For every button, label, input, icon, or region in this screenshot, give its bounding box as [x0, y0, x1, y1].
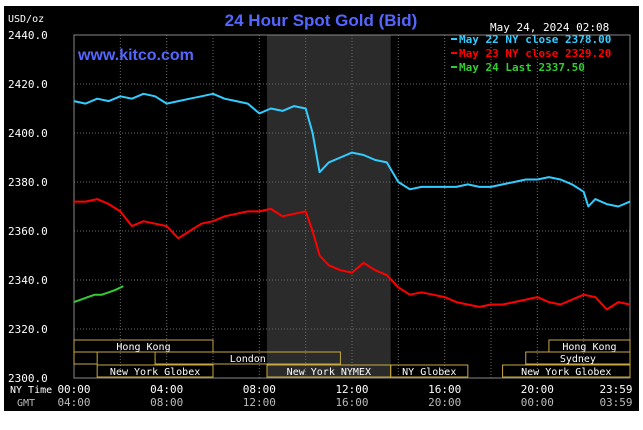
- session-label: NY Globex: [402, 367, 456, 378]
- series-line-2: [74, 198, 631, 311]
- legend-entry: May 22 NY close 2378.00: [459, 33, 611, 46]
- gmt-row-label: GMT: [17, 398, 35, 409]
- y-tick-label: 2360.0: [8, 225, 48, 238]
- session-box: [525, 351, 631, 365]
- session-label: Hong Kong: [116, 342, 170, 353]
- y-tick-label: 2440.0: [8, 29, 48, 42]
- legend-entry: May 24 Last 2337.50: [459, 61, 585, 74]
- x-tick-label-gmt: 00:00: [521, 396, 554, 409]
- series-line-3: [73, 285, 124, 304]
- series-lines: [73, 92, 631, 311]
- x-tick-label-gmt: 03:59: [599, 396, 632, 409]
- x-tick-label-ny: 23:59: [599, 383, 632, 396]
- x-axis: NY TimeGMT00:0004:0004:0008:0008:0012:00…: [10, 383, 633, 409]
- y-tick-label: 2400.0: [8, 127, 48, 140]
- market-sessions: Hong Kong London New York Globex New York N…: [73, 339, 631, 378]
- session-box: [96, 364, 214, 378]
- y-axis: 2440.0 2420.0 2400.0 2380.0 2360.0 2340.0 2320…: [8, 29, 48, 385]
- brand-watermark: www.kitco.com: [77, 47, 194, 64]
- session-label: Hong Kong: [562, 342, 616, 353]
- nymex-session-shade: [266, 35, 391, 378]
- x-tick-label-gmt: 20:00: [428, 396, 461, 409]
- y-tick-label: 2380.0: [8, 176, 48, 189]
- y-tick-label: 2300.0: [8, 372, 48, 385]
- x-tick-label-ny: 08:00: [243, 383, 276, 396]
- ny-time-row-label: NY Time: [10, 385, 52, 396]
- series-line-1: [73, 92, 631, 208]
- date-stamp: May 24, 2024 02:08: [490, 21, 609, 34]
- x-tick-label-ny: 16:00: [428, 383, 461, 396]
- session-box: [154, 351, 341, 365]
- unit-label: USD/oz: [8, 14, 44, 25]
- x-tick-label-gmt: 08:00: [150, 396, 183, 409]
- y-tick-label: 2340.0: [8, 274, 48, 287]
- x-tick-label-ny: 04:00: [150, 383, 183, 396]
- plot-border: [73, 34, 631, 379]
- session-box: [73, 339, 214, 353]
- session-label: New York Globex: [110, 367, 200, 378]
- x-tick-label-ny: 20:00: [521, 383, 554, 396]
- session-label: Sydney: [560, 354, 596, 365]
- session-box: [73, 351, 98, 365]
- x-tick-label-gmt: 12:00: [243, 396, 276, 409]
- legend-entry: May 23 NY close 2329.20: [459, 47, 611, 60]
- session-box: [390, 364, 469, 378]
- session-label: New York NYMEX: [287, 367, 371, 378]
- y-tick-label: 2320.0: [8, 323, 48, 336]
- x-tick-label-ny: 12:00: [335, 383, 368, 396]
- y-tick-label: 2420.0: [8, 78, 48, 91]
- chart-title: 24 Hour Spot Gold (Bid): [225, 11, 418, 30]
- x-tick-label-gmt: 16:00: [335, 396, 368, 409]
- x-tick-label-gmt: 04:00: [57, 396, 90, 409]
- session-label: London: [230, 354, 266, 365]
- session-box: [502, 364, 631, 378]
- session-label: New York Globex: [521, 367, 611, 378]
- x-tick-label-ny: 00:00: [57, 383, 90, 396]
